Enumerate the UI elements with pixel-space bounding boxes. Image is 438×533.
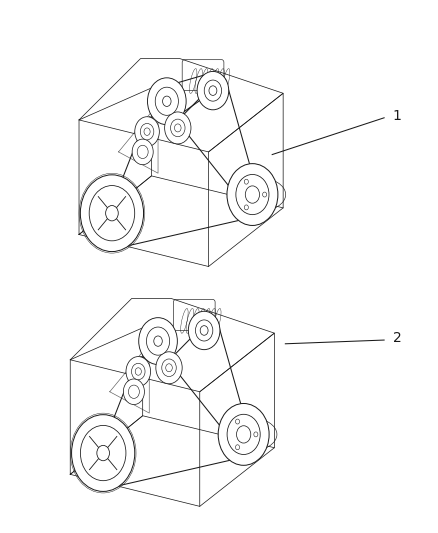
Circle shape <box>235 445 239 450</box>
Text: 1: 1 <box>392 109 401 123</box>
Circle shape <box>155 352 182 384</box>
Circle shape <box>123 379 144 405</box>
Circle shape <box>147 78 186 125</box>
Circle shape <box>128 385 139 398</box>
Circle shape <box>134 117 159 147</box>
Circle shape <box>226 414 260 455</box>
Circle shape <box>166 364 172 372</box>
Circle shape <box>174 124 181 132</box>
Circle shape <box>253 432 257 437</box>
Circle shape <box>197 71 228 110</box>
Circle shape <box>135 368 141 375</box>
Circle shape <box>226 164 277 225</box>
Text: 2: 2 <box>392 332 401 345</box>
Circle shape <box>161 359 176 376</box>
Circle shape <box>236 426 250 443</box>
Circle shape <box>195 320 212 341</box>
Circle shape <box>188 311 219 350</box>
Circle shape <box>126 357 150 386</box>
Circle shape <box>244 179 248 184</box>
Circle shape <box>71 415 134 491</box>
Circle shape <box>131 364 145 379</box>
Circle shape <box>262 192 266 197</box>
Circle shape <box>235 419 239 424</box>
Circle shape <box>208 86 216 95</box>
Circle shape <box>106 206 118 221</box>
Circle shape <box>132 139 153 165</box>
Circle shape <box>244 205 248 210</box>
Circle shape <box>144 128 150 135</box>
Circle shape <box>155 87 178 115</box>
Circle shape <box>146 327 169 355</box>
Circle shape <box>164 112 191 144</box>
Circle shape <box>204 80 221 101</box>
Circle shape <box>89 185 134 241</box>
Circle shape <box>97 446 109 461</box>
Circle shape <box>170 119 185 137</box>
Circle shape <box>218 403 268 465</box>
Circle shape <box>200 326 208 335</box>
Circle shape <box>162 96 171 107</box>
Circle shape <box>137 146 148 158</box>
Circle shape <box>245 186 259 203</box>
Circle shape <box>80 425 126 481</box>
Circle shape <box>140 124 153 140</box>
Circle shape <box>235 174 268 215</box>
Circle shape <box>80 175 143 252</box>
Circle shape <box>138 318 177 365</box>
Circle shape <box>153 336 162 346</box>
